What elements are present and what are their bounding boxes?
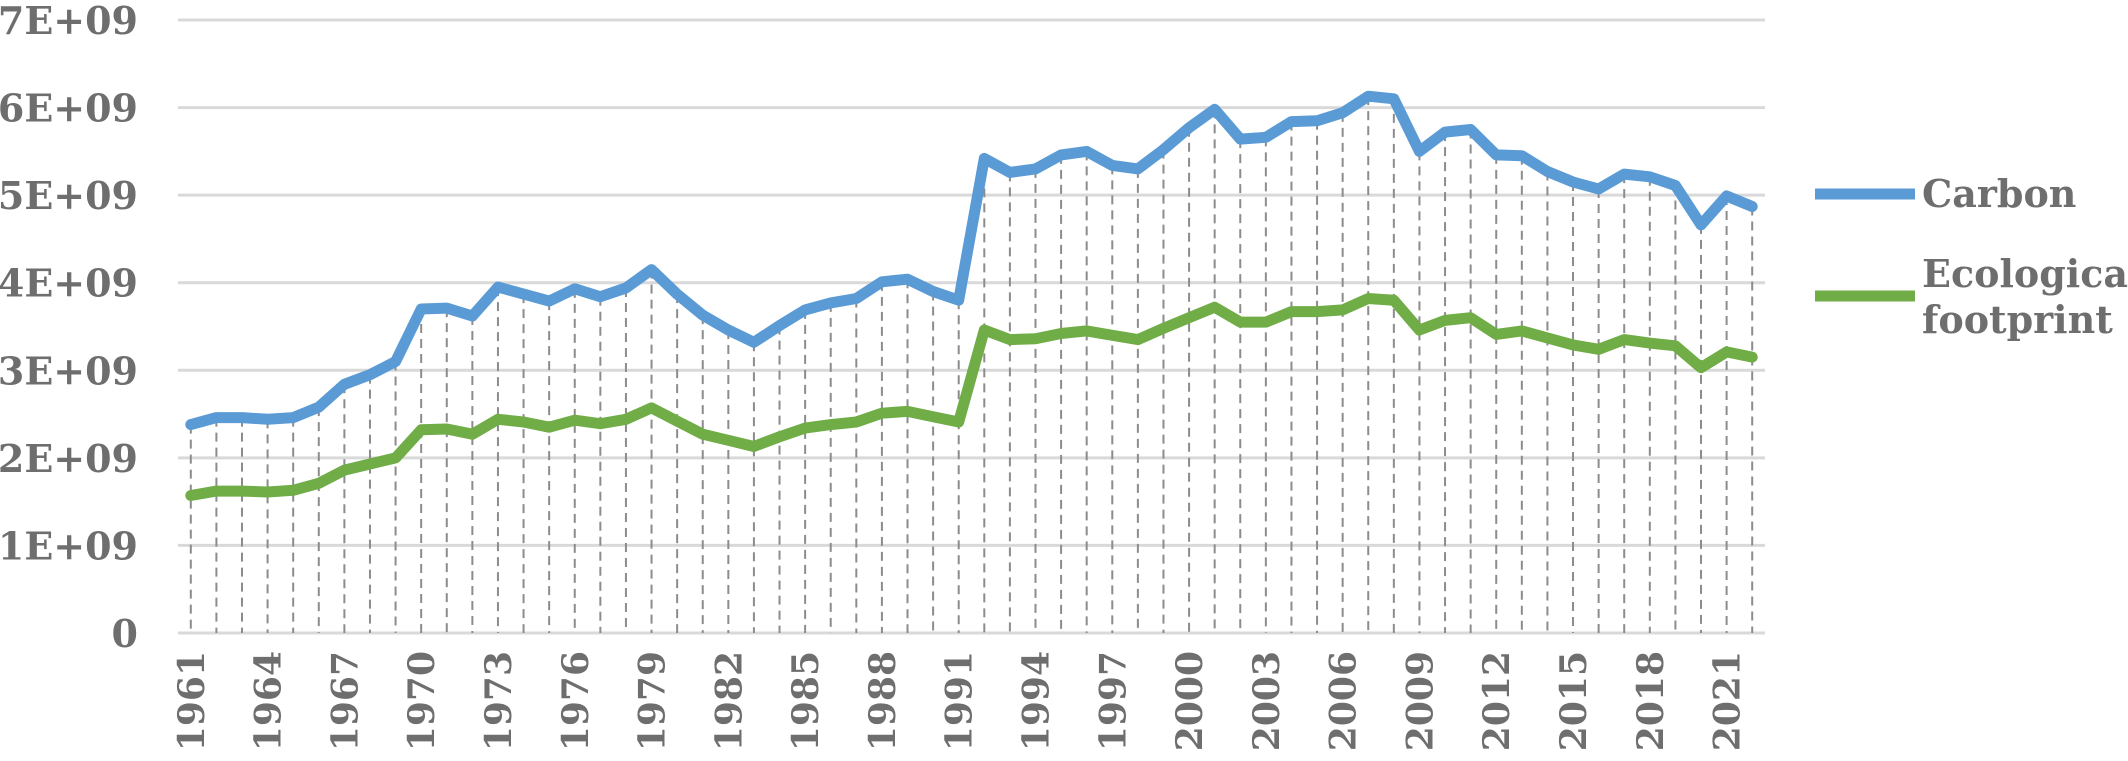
gridlines [178,18,1765,635]
series-line [185,293,1758,501]
x-tick-label: 1997 [1092,651,1134,751]
y-tick-label: 6E+09 [0,86,138,131]
y-tick-label: 7E+09 [0,0,138,43]
x-tick-label: 2015 [1553,651,1595,751]
y-tick-label: 4E+09 [0,261,138,306]
drop-lines [189,96,1754,633]
x-tick-label: 1994 [1015,651,1057,751]
series-line [185,90,1758,431]
x-tick-label: 2000 [1169,651,1211,751]
x-tick-label: 2009 [1399,651,1441,751]
y-tick-label: 0 [112,611,138,656]
y-tick-label: 5E+09 [0,173,138,218]
series-lines [185,90,1758,501]
x-tick-label: 2003 [1246,651,1288,751]
y-tick-label: 2E+09 [0,436,138,481]
y-tick-label: 3E+09 [0,348,138,393]
x-tick-label: 1964 [248,651,290,751]
x-tick-label: 2012 [1476,651,1518,751]
x-tick-label: 1967 [324,651,366,751]
y-axis-tick-labels: 0 1E+09 2E+09 3E+09 4E+09 5E+09 6E+09 7E+09 [0,0,138,656]
legend-label: Carbon [1922,171,2076,216]
x-tick-label: 1991 [939,651,981,751]
x-tick-label: 1979 [632,651,674,751]
x-axis-tick-labels: 1961 1964 1967 1970 1973 1976 1979 1982 1985 1988… [171,651,1749,751]
legend: Carbon Ecological footprint [1815,171,2128,342]
y-tick-label: 1E+09 [0,523,138,568]
legend-label: Ecological footprint [1922,251,2128,342]
x-tick-label: 2018 [1630,651,1672,751]
x-tick-label: 1985 [785,651,827,751]
x-tick-label: 2021 [1707,651,1749,751]
x-tick-label: 1982 [708,651,750,751]
x-tick-label: 1976 [555,651,597,751]
x-tick-label: 1988 [862,651,904,751]
x-tick-label: 1970 [401,651,443,751]
x-tick-label: 1973 [478,651,520,751]
x-tick-label: 2006 [1323,651,1365,751]
x-tick-label: 1961 [171,651,213,751]
